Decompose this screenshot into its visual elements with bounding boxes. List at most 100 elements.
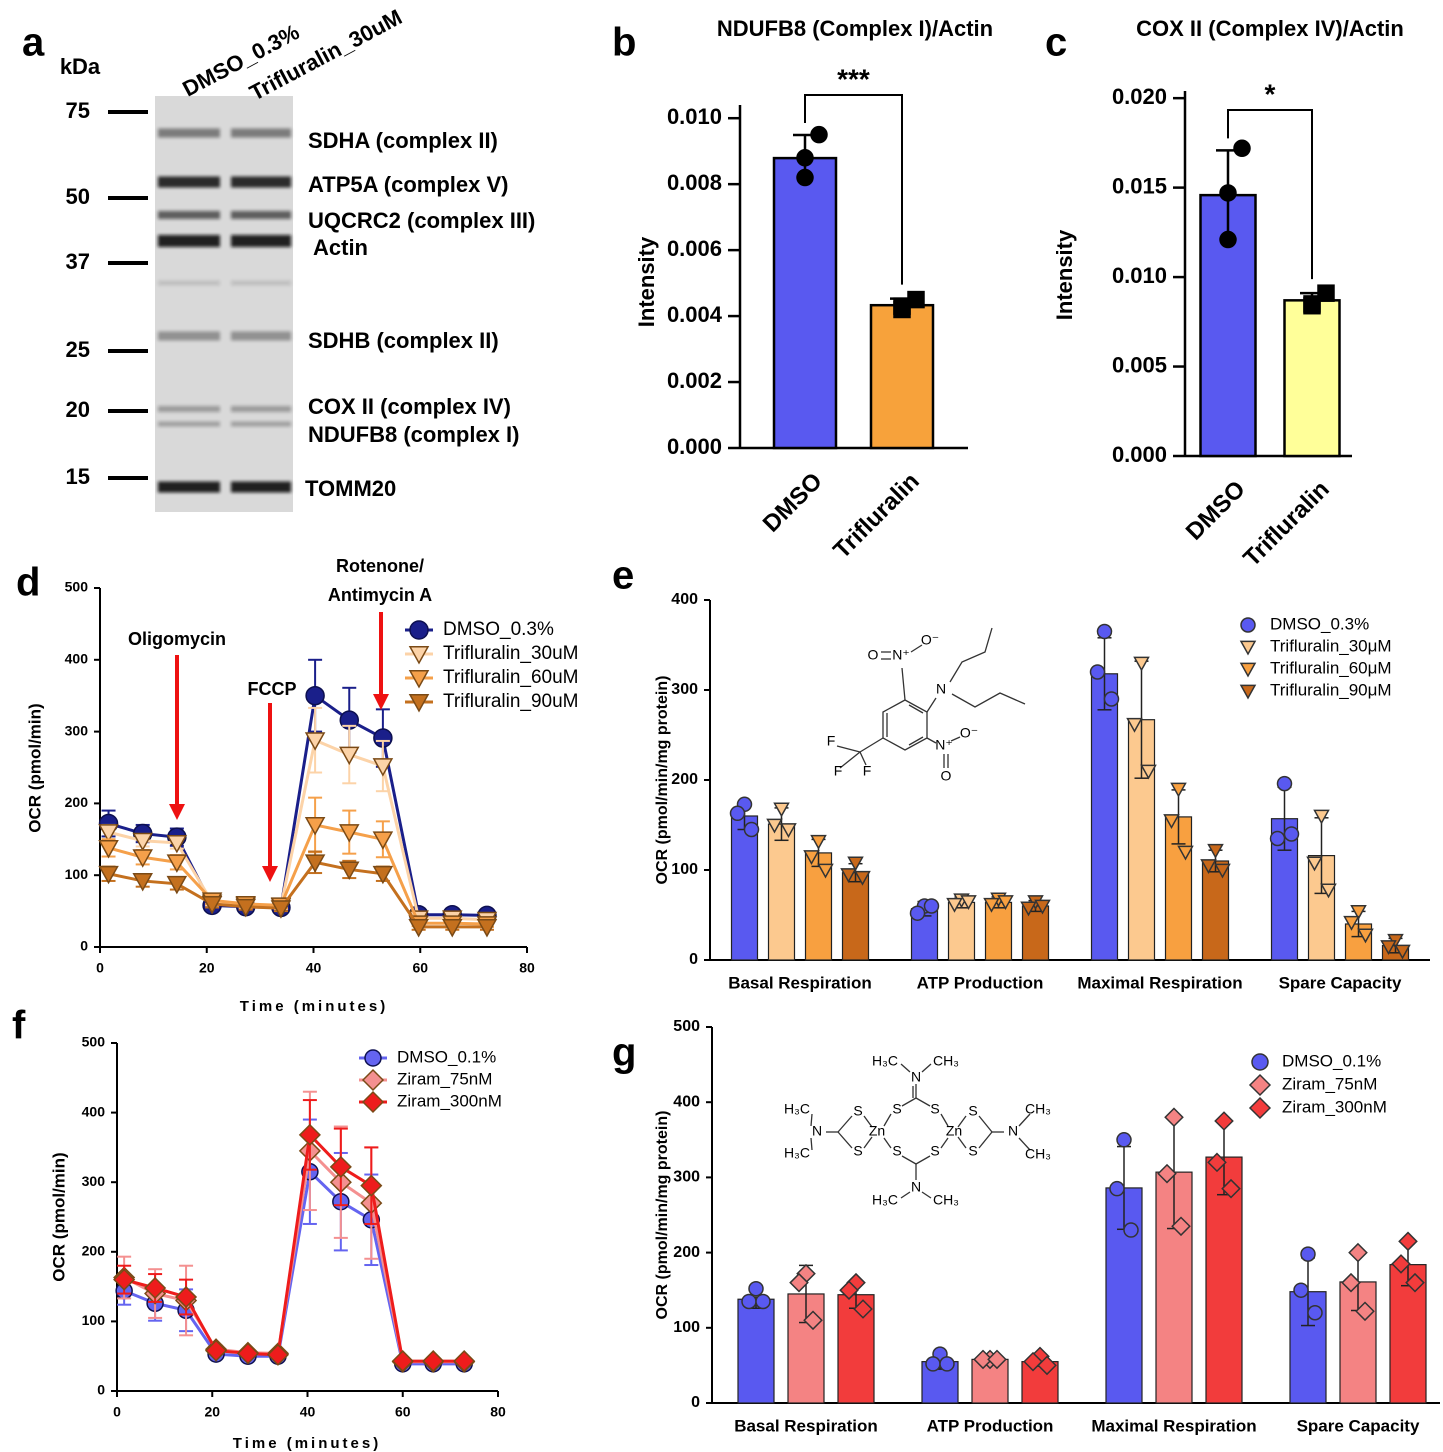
x-tick-label: Trifluralin	[828, 468, 924, 564]
data-point	[893, 300, 911, 319]
data-point	[236, 1342, 260, 1365]
data-point	[773, 802, 790, 818]
legend-label: DMSO_0.3%	[1270, 614, 1369, 633]
y-tick-label: 500	[82, 1034, 106, 1050]
x-tick-label: 0	[113, 1404, 121, 1420]
structure-atom: CH₃	[933, 1192, 959, 1208]
y-tick-label: 300	[673, 1169, 700, 1186]
y-tick-label: 0.006	[667, 236, 722, 261]
bar	[1090, 673, 1119, 961]
structure-atom: O⁻	[921, 632, 939, 648]
gel-band	[158, 235, 220, 247]
legend-label: Trifluralin_30μM	[1270, 636, 1392, 655]
y-tick-label: 0.010	[667, 104, 722, 129]
data-point	[1276, 775, 1293, 792]
y-tick-label: 100	[671, 861, 698, 878]
structure-bond	[837, 1115, 853, 1133]
data-point	[1320, 883, 1337, 899]
panel-label: c	[1045, 21, 1067, 65]
legend-label: Trifluralin_60μM	[1270, 658, 1392, 677]
gel-band	[231, 331, 291, 341]
series-line	[123, 1147, 465, 1364]
structure-bond	[915, 1155, 931, 1165]
y-tick-label: 0	[691, 1394, 700, 1411]
data-point	[1394, 944, 1411, 960]
structure-atom: O	[868, 647, 879, 663]
data-point	[166, 854, 188, 873]
data-point	[1293, 1282, 1309, 1298]
y-tick-label: 300	[671, 681, 698, 698]
x-tick-label: Basal Respiration	[734, 1416, 878, 1435]
structure-bond	[940, 1137, 949, 1149]
data-point	[1126, 717, 1143, 733]
gel-band	[158, 176, 220, 188]
structure-bond	[901, 1097, 917, 1107]
legend-marker	[1239, 684, 1257, 700]
panel-label: f	[12, 1004, 26, 1048]
x-tick-label: Basal Respiration	[728, 973, 872, 992]
x-tick-label: Trifluralin	[1238, 476, 1334, 572]
panel-label: b	[612, 21, 636, 65]
data-point	[1300, 1246, 1316, 1262]
legend-label: DMSO_0.3%	[443, 619, 554, 640]
data-point	[132, 832, 153, 852]
structure-atom: F	[834, 763, 843, 779]
structure-atom: N⁺	[892, 647, 910, 663]
structure-bond	[810, 1137, 813, 1151]
data-point	[1307, 1305, 1323, 1321]
gel-band	[231, 128, 291, 138]
band-label: ATP5A (complex V)	[308, 172, 508, 197]
data-point	[741, 1293, 757, 1310]
x-tick-label: 60	[395, 1404, 411, 1420]
panel-label: g	[612, 1031, 636, 1075]
gel-band	[158, 128, 220, 138]
structure-bond	[859, 737, 884, 753]
y-tick-label: 300	[65, 722, 89, 738]
structure-bond	[940, 1113, 949, 1127]
y-tick-label: 0.004	[667, 302, 723, 327]
data-point	[1171, 1216, 1191, 1237]
x-tick-label: 20	[204, 1404, 220, 1420]
structure-atom: N	[1008, 1123, 1018, 1139]
data-point	[1317, 284, 1335, 302]
data-point	[810, 834, 827, 850]
data-point	[1405, 1272, 1425, 1293]
data-point	[1023, 1351, 1043, 1372]
x-axis-label: Time (minutes)	[233, 1435, 381, 1452]
x-tick-label: 80	[490, 1404, 506, 1420]
data-point	[1133, 656, 1150, 672]
data-point	[338, 746, 360, 766]
y-tick-label: 0.000	[1112, 442, 1167, 467]
blot-panel: kDa DMSO_0.3% Trifluralin_30uM	[60, 4, 406, 512]
structure-bond	[957, 1136, 967, 1149]
bar	[767, 823, 796, 961]
gel-band	[231, 235, 291, 247]
data-point	[729, 805, 746, 822]
legend-marker	[364, 1049, 382, 1067]
x-tick-label: Maximal Respiration	[1077, 973, 1242, 992]
data-point	[1219, 230, 1237, 249]
structure-atom: S	[892, 1101, 901, 1117]
bar	[730, 815, 759, 961]
annotation: FCCP	[248, 679, 297, 699]
panel-label: a	[22, 21, 45, 65]
legend-marker	[1248, 1096, 1272, 1120]
x-tick-label: Spare Capacity	[1279, 973, 1402, 992]
y-tick-label: 0.015	[1112, 173, 1167, 198]
data-point	[1157, 1163, 1177, 1184]
structure-bond	[978, 1131, 993, 1149]
data-point	[840, 868, 857, 884]
blot-unit: kDa	[60, 54, 101, 79]
data-point	[1219, 184, 1237, 202]
data-point	[372, 865, 394, 885]
data-point	[939, 1356, 955, 1372]
bar	[772, 156, 838, 450]
structure-atom: S	[930, 1143, 939, 1159]
structure-bond	[1018, 1113, 1031, 1127]
data-point	[235, 898, 256, 918]
gel-band	[158, 331, 220, 341]
structure-bond	[882, 699, 928, 751]
data-point	[1221, 1178, 1241, 1199]
data-point	[98, 865, 119, 885]
